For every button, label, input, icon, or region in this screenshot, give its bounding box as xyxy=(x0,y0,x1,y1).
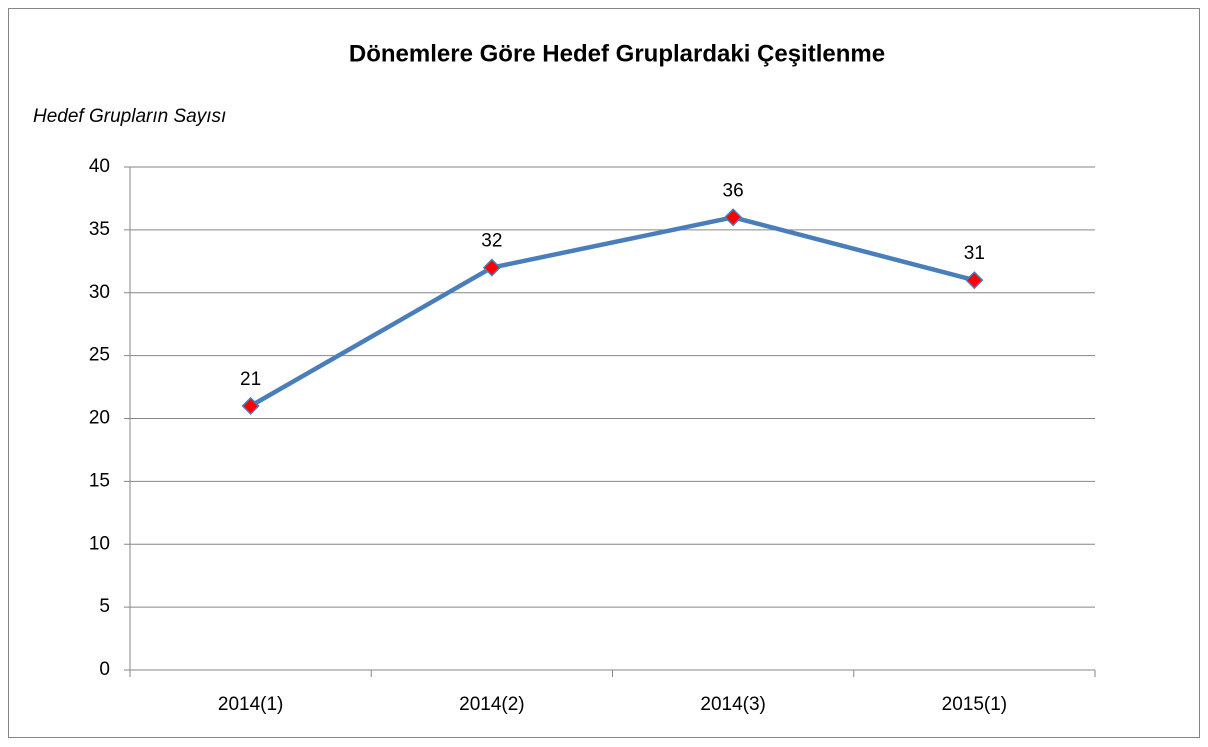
y-tick-label: 5 xyxy=(99,596,110,617)
data-label: 21 xyxy=(240,369,261,390)
x-tick-label: 2014(1) xyxy=(218,694,284,715)
line xyxy=(249,215,975,408)
y-tick-label: 40 xyxy=(89,156,110,177)
y-tick-label: 35 xyxy=(89,219,110,240)
y-tick-label: 25 xyxy=(89,345,110,366)
x-tick-label: 2014(2) xyxy=(459,694,525,715)
y-tick-label: 10 xyxy=(89,533,110,554)
data-label: 31 xyxy=(964,243,985,264)
marker xyxy=(482,258,501,277)
x-tick-label: 2015(1) xyxy=(942,694,1008,715)
y-tick-label: 20 xyxy=(89,408,110,429)
data-label: 32 xyxy=(481,231,502,252)
y-tick-label: 15 xyxy=(89,470,110,491)
y-tick-label: 0 xyxy=(99,659,110,680)
marker xyxy=(241,396,260,415)
y-axis-label: Hedef Grupların Sayısı xyxy=(33,106,226,127)
data-label: 36 xyxy=(723,180,744,201)
marker xyxy=(965,271,984,290)
x-tick-label: 2014(3) xyxy=(700,694,766,715)
marker xyxy=(724,208,743,227)
chart-title: Dönemlere Göre Hedef Gruplardaki Çeşitle… xyxy=(349,40,885,67)
chart-border xyxy=(8,8,1200,738)
y-tick-label: 30 xyxy=(89,282,110,303)
